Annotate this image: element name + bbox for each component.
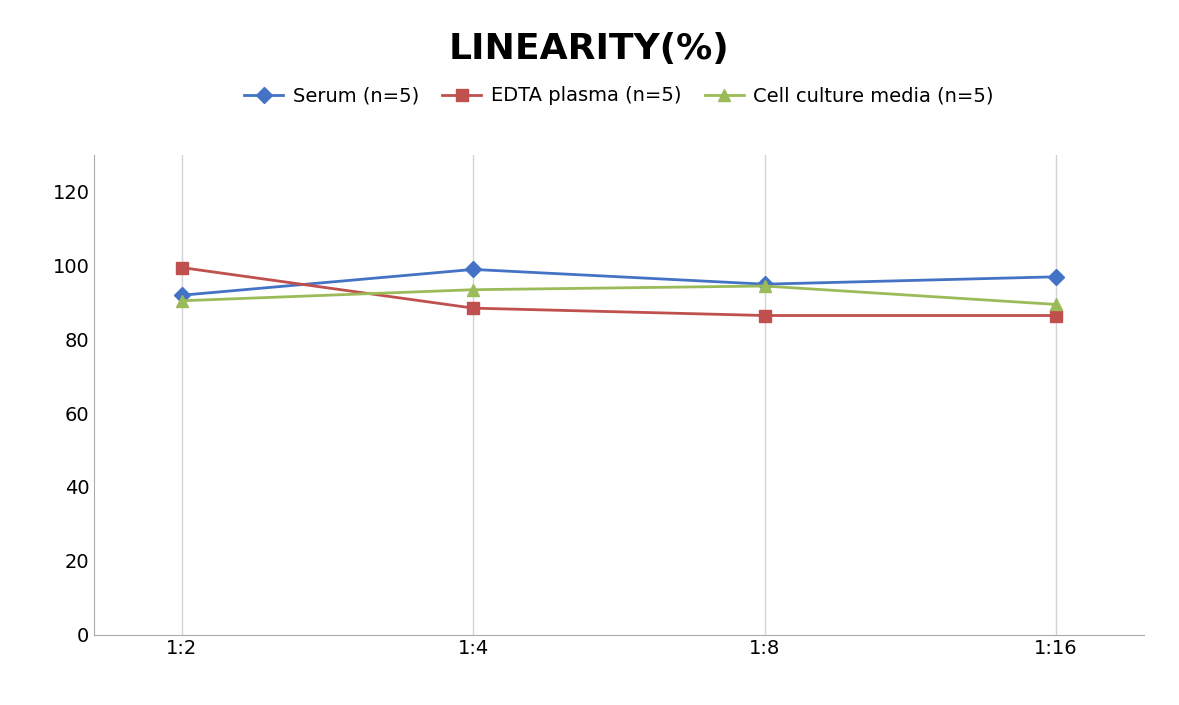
Legend: Serum (n=5), EDTA plasma (n=5), Cell culture media (n=5): Serum (n=5), EDTA plasma (n=5), Cell cul… (236, 78, 1002, 113)
Cell culture media (n=5) (174, 297, 189, 305)
Cell culture media (n=5) (758, 282, 772, 290)
Cell culture media (n=5) (1049, 300, 1063, 309)
Text: LINEARITY(%): LINEARITY(%) (449, 32, 730, 66)
Cell culture media (n=5) (466, 286, 480, 294)
EDTA plasma (n=5) (1049, 312, 1063, 320)
Serum (n=5) (466, 265, 480, 274)
Line: Cell culture media (n=5): Cell culture media (n=5) (176, 281, 1062, 310)
Serum (n=5) (174, 291, 189, 300)
EDTA plasma (n=5) (758, 312, 772, 320)
Serum (n=5) (1049, 273, 1063, 281)
EDTA plasma (n=5) (174, 264, 189, 272)
Line: EDTA plasma (n=5): EDTA plasma (n=5) (176, 262, 1062, 321)
EDTA plasma (n=5) (466, 304, 480, 312)
Line: Serum (n=5): Serum (n=5) (176, 264, 1062, 301)
Serum (n=5) (758, 280, 772, 288)
